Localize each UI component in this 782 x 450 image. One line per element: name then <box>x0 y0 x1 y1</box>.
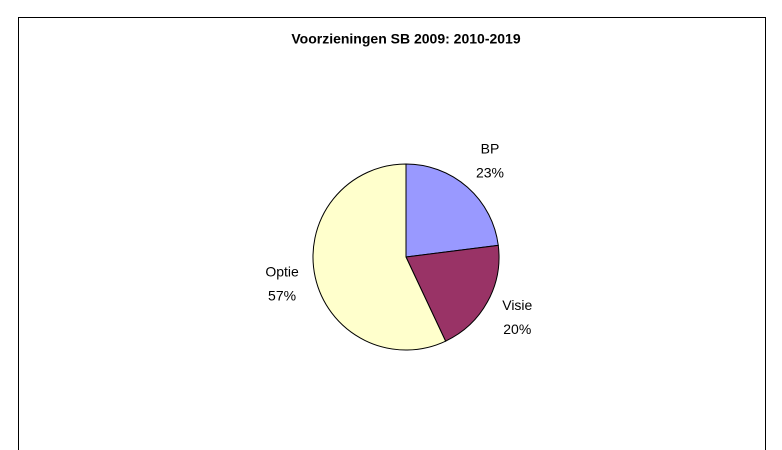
chart-frame <box>18 17 766 450</box>
pie-slice <box>312 163 447 351</box>
pie-slice <box>405 163 499 258</box>
slice-value-label: 23% <box>476 164 504 180</box>
slice-label: Optie <box>265 263 299 279</box>
pie-slice <box>405 244 500 342</box>
slice-value-label: 20% <box>503 321 531 337</box>
slice-label: BP <box>481 140 500 156</box>
chart-title: Voorzieningen SB 2009: 2010-2019 <box>291 31 520 47</box>
slice-value-label: 57% <box>268 287 296 303</box>
slice-label: Visie <box>502 297 532 313</box>
